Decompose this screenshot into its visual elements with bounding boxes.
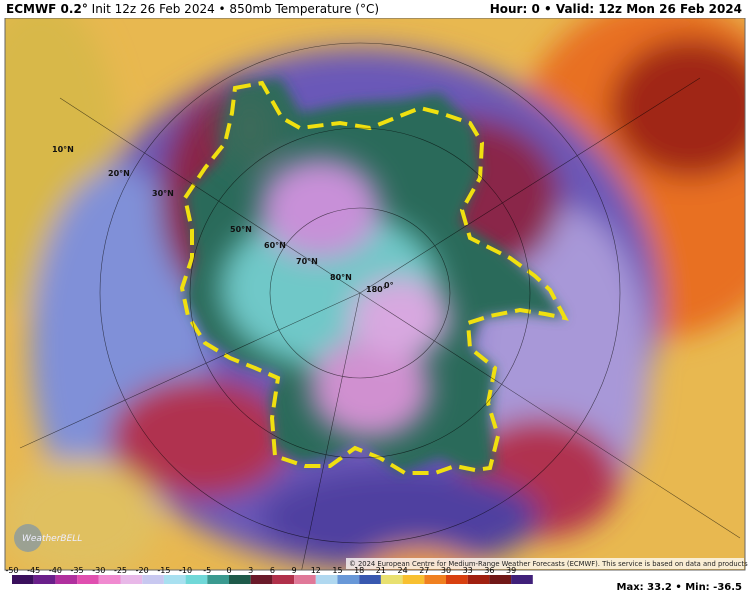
legend: -50 -45 -40 -35 -30 -25 -20 -15 -10 -5 0 3 6 9 12 15 18 2… <box>5 566 533 584</box>
grid-label: 50°N <box>230 225 252 234</box>
valid-time: Hour: 0 • Valid: 12z Mon 26 Feb 2024 <box>489 2 742 16</box>
colorbar-segment <box>467 575 490 584</box>
colorbar-segment <box>163 575 186 584</box>
colorbar-tick-label: 39 <box>506 566 516 575</box>
colorbar-segment <box>359 575 381 584</box>
colorbar-segment <box>446 575 468 584</box>
colorbar-segment <box>380 575 403 584</box>
colorbar-tick-label: -30 <box>92 566 105 575</box>
colorbar-tick-label: 36 <box>484 566 494 575</box>
colorbar-tick-label: 3 <box>248 566 253 575</box>
colorbar-segment <box>272 575 295 584</box>
colorbar-segment <box>77 575 99 584</box>
colorbar-tick-label: -25 <box>114 566 127 575</box>
colorbar-tick-label: -20 <box>136 566 149 575</box>
colorbar-segment <box>489 575 512 584</box>
colorbar-segment <box>337 575 360 584</box>
colorbar-segment <box>229 575 251 584</box>
credit: © 2024 European Centre for Medium-Range … <box>349 560 750 568</box>
grid-label: 30°N <box>152 189 174 198</box>
colorbar-tick-label: -10 <box>179 566 192 575</box>
colorbar-segment <box>511 575 533 584</box>
colorbar-segment <box>315 575 338 584</box>
colorbar-tick-label: 21 <box>376 566 386 575</box>
colorbar-tick-label: -40 <box>49 566 62 575</box>
stats: Max: 33.2 • Min: -36.5 <box>617 582 743 593</box>
grid-label: 0° <box>384 281 394 290</box>
grid-label: 60°N <box>264 241 286 250</box>
colorbar-segment <box>294 575 316 584</box>
colorbar-tick-label: 30 <box>441 566 451 575</box>
title: ECMWF 0.2° <box>6 2 88 16</box>
colorbar-segment <box>33 575 56 584</box>
colorbar-tick-label: -5 <box>203 566 211 575</box>
colorbar-tick-label: 24 <box>398 566 408 575</box>
subtitle: Init 12z 26 Feb 2024 • 850mb Temperature… <box>91 2 380 16</box>
grid-label: 70°N <box>296 257 318 266</box>
colorbar-segment <box>98 575 121 584</box>
grid-label: 10°N <box>52 145 74 154</box>
colorbar-segment <box>55 575 78 584</box>
colorbar-segment <box>250 575 273 584</box>
grid-label: 80°N <box>330 273 352 282</box>
colorbar-tick-label: 15 <box>332 566 342 575</box>
colorbar-tick-label: -50 <box>5 566 18 575</box>
colorbar-tick-label: 12 <box>311 566 321 575</box>
colorbar-tick-label: 33 <box>463 566 473 575</box>
colorbar-segment <box>142 575 164 584</box>
colorbar-tick-label: -45 <box>27 566 40 575</box>
colorbar-tick-label: -35 <box>71 566 84 575</box>
colorbar-tick-label: 27 <box>419 566 429 575</box>
map: © 2024 European Centre for Medium-Range … <box>4 18 750 593</box>
logo: WeatherBELL <box>22 534 82 544</box>
colorbar-segment <box>424 575 446 584</box>
colorbar-segment <box>120 575 143 584</box>
colorbar-segment <box>402 575 425 584</box>
header-left: ECMWF 0.2° Init 12z 26 Feb 2024 • 850mb … <box>6 2 379 16</box>
colorbar-tick-label: 6 <box>270 566 275 575</box>
colorbar-tick-label: -15 <box>157 566 170 575</box>
grid-label: 180° <box>366 285 387 294</box>
colorbar-segment <box>207 575 229 584</box>
colorbar-tick-label: 18 <box>354 566 364 575</box>
colorbar-tick-label: 9 <box>292 566 297 575</box>
colorbar-tick-label: 0 <box>226 566 231 575</box>
grid-label: 20°N <box>108 169 130 178</box>
colorbar-segment <box>185 575 208 584</box>
colorbar-segment <box>12 575 34 584</box>
